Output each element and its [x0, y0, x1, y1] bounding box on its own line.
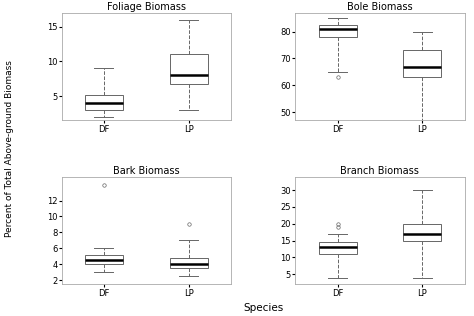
- PathPatch shape: [170, 258, 208, 268]
- Text: Percent of Total Above-ground Biomass: Percent of Total Above-ground Biomass: [5, 60, 14, 237]
- Title: Foliage Biomass: Foliage Biomass: [107, 2, 186, 12]
- PathPatch shape: [319, 25, 356, 37]
- PathPatch shape: [85, 255, 123, 264]
- PathPatch shape: [170, 54, 208, 84]
- PathPatch shape: [319, 242, 356, 254]
- Title: Bole Biomass: Bole Biomass: [347, 2, 413, 12]
- Text: Species: Species: [243, 303, 283, 313]
- Title: Branch Biomass: Branch Biomass: [340, 166, 419, 176]
- Title: Bark Biomass: Bark Biomass: [113, 166, 180, 176]
- PathPatch shape: [403, 50, 441, 77]
- PathPatch shape: [403, 224, 441, 240]
- PathPatch shape: [85, 95, 123, 110]
